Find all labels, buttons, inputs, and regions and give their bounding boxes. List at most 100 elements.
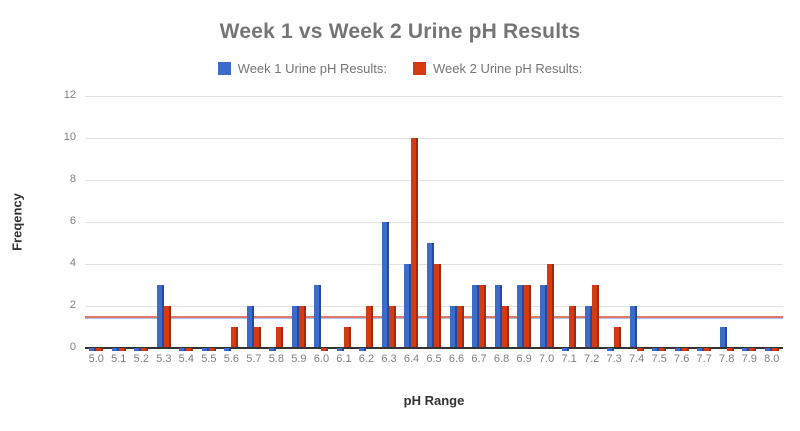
x-tick-label-6.2: 6.2 bbox=[358, 353, 375, 365]
bar-week2-7.2[interactable] bbox=[591, 285, 599, 348]
bar-week1-5.7[interactable] bbox=[246, 306, 254, 348]
bar-week2-7.4[interactable] bbox=[636, 348, 644, 351]
bar-week1-5.4[interactable] bbox=[179, 348, 187, 351]
bar-week1-5.6[interactable] bbox=[224, 348, 232, 351]
bar-week2-7.1[interactable] bbox=[569, 306, 577, 348]
y-tick-label-10: 10 bbox=[63, 131, 76, 143]
bar-week1-7.8[interactable] bbox=[719, 327, 727, 348]
bar-week1-7.6[interactable] bbox=[674, 348, 682, 351]
y-tick-label-12: 12 bbox=[63, 89, 76, 101]
bar-week2-5.7[interactable] bbox=[253, 327, 261, 348]
x-tick-label-5.6: 5.6 bbox=[223, 353, 239, 365]
bar-week1-5.2[interactable] bbox=[134, 348, 142, 351]
bar-week1-7.3[interactable] bbox=[607, 348, 615, 351]
x-tick-label-7.4: 7.4 bbox=[628, 353, 645, 365]
legend-item-week2[interactable]: Week 2 Urine pH Results: bbox=[413, 61, 582, 76]
bar-week1-6.5[interactable] bbox=[426, 243, 434, 348]
category-7.7 bbox=[693, 96, 716, 351]
category-6.4 bbox=[400, 96, 423, 348]
week2-swatch-icon bbox=[413, 62, 426, 75]
x-tick-label-6.7: 6.7 bbox=[471, 353, 487, 365]
bar-week2-6.2[interactable] bbox=[366, 306, 374, 348]
bar-week1-6.9[interactable] bbox=[517, 285, 525, 348]
bar-week2-8.0[interactable] bbox=[771, 348, 779, 351]
bar-week2-5.5[interactable] bbox=[208, 348, 216, 351]
bar-week2-6.3[interactable] bbox=[388, 306, 396, 348]
bar-week1-7.9[interactable] bbox=[742, 348, 750, 351]
bar-week2-5.2[interactable] bbox=[141, 348, 149, 351]
bar-week1-5.9[interactable] bbox=[291, 306, 299, 348]
bar-week2-5.0[interactable] bbox=[96, 348, 104, 351]
bar-week2-5.8[interactable] bbox=[276, 327, 284, 348]
bar-week1-7.0[interactable] bbox=[539, 285, 547, 348]
bar-week1-5.8[interactable] bbox=[269, 348, 277, 351]
bar-week2-6.6[interactable] bbox=[456, 306, 464, 348]
bar-week1-5.5[interactable] bbox=[201, 348, 209, 351]
bar-week1-7.7[interactable] bbox=[697, 348, 705, 351]
x-tick-label-5.3: 5.3 bbox=[156, 353, 172, 365]
category-6.2 bbox=[355, 96, 378, 351]
bar-week2-5.9[interactable] bbox=[298, 306, 306, 348]
y-tick-label-6: 6 bbox=[69, 215, 76, 227]
category-5.0 bbox=[85, 96, 108, 351]
legend: Week 1 Urine pH Results: Week 2 Urine pH… bbox=[0, 61, 800, 76]
gridline-y12 bbox=[85, 96, 783, 97]
bar-week1-5.3[interactable] bbox=[156, 285, 164, 348]
bar-week1-5.1[interactable] bbox=[111, 348, 119, 351]
x-tick-label-6.4: 6.4 bbox=[403, 353, 420, 365]
bar-week2-7.7[interactable] bbox=[704, 348, 712, 351]
bar-week2-6.9[interactable] bbox=[524, 285, 532, 348]
bar-week1-6.2[interactable] bbox=[359, 348, 367, 351]
bar-week2-7.3[interactable] bbox=[614, 327, 622, 348]
bar-week1-5.0[interactable] bbox=[89, 348, 97, 351]
x-tick-label-5.7: 5.7 bbox=[246, 353, 262, 365]
category-7.9 bbox=[738, 96, 761, 351]
week1-swatch-icon bbox=[217, 62, 231, 75]
legend-item-week1[interactable]: Week 1 Urine pH Results: bbox=[217, 61, 387, 76]
bar-week1-7.2[interactable] bbox=[584, 306, 592, 348]
bar-week1-6.4[interactable] bbox=[404, 264, 412, 348]
x-tick-label-6.1: 6.1 bbox=[336, 353, 352, 365]
bar-week1-6.3[interactable] bbox=[381, 222, 389, 348]
category-7.1 bbox=[558, 96, 581, 351]
bar-week2-5.4[interactable] bbox=[186, 348, 194, 351]
bar-week1-7.1[interactable] bbox=[562, 348, 570, 351]
bar-week2-7.5[interactable] bbox=[659, 348, 667, 351]
x-axis-tick-labels: 5.0 5.1 5.2 5.3 5.4 5.5 5.6 5.7 5.8 5.9 6.0 6.1 6.2 6… bbox=[85, 353, 783, 365]
category-7.6 bbox=[670, 96, 693, 351]
y-axis-tick-labels: 0 2 4 6 8 10 12 bbox=[0, 90, 76, 353]
bar-week2-5.3[interactable] bbox=[163, 306, 171, 348]
bar-week1-6.8[interactable] bbox=[494, 285, 502, 348]
bar-week1-6.6[interactable] bbox=[449, 306, 457, 348]
bar-week1-7.5[interactable] bbox=[652, 348, 660, 351]
x-tick-label-5.8: 5.8 bbox=[268, 353, 285, 365]
bar-week2-6.5[interactable] bbox=[433, 264, 441, 348]
bar-week2-6.4[interactable] bbox=[411, 138, 419, 348]
bar-week2-6.1[interactable] bbox=[343, 327, 351, 348]
x-tick-label-6.8: 6.8 bbox=[493, 353, 510, 365]
bar-week2-7.0[interactable] bbox=[546, 264, 554, 348]
bar-week2-6.0[interactable] bbox=[321, 348, 329, 351]
y-tick-label-2: 2 bbox=[69, 299, 76, 311]
bar-week1-8.0[interactable] bbox=[764, 348, 772, 351]
bar-week1-7.4[interactable] bbox=[629, 306, 637, 348]
x-tick-label-7.0: 7.0 bbox=[538, 353, 555, 365]
bar-week2-5.6[interactable] bbox=[231, 327, 239, 348]
bar-week2-7.6[interactable] bbox=[681, 348, 689, 351]
bar-week1-6.0[interactable] bbox=[314, 285, 322, 348]
bar-week2-7.8[interactable] bbox=[726, 348, 734, 351]
category-7.5 bbox=[648, 96, 671, 351]
x-tick-label-5.4: 5.4 bbox=[178, 353, 194, 365]
bar-week2-6.7[interactable] bbox=[479, 285, 487, 348]
gridline-y8 bbox=[85, 180, 783, 181]
category-5.5 bbox=[198, 96, 221, 351]
category-7.2 bbox=[580, 96, 603, 348]
category-5.3 bbox=[153, 96, 176, 348]
bar-week1-6.7[interactable] bbox=[472, 285, 480, 348]
category-5.1 bbox=[108, 96, 131, 351]
bar-week2-5.1[interactable] bbox=[118, 348, 126, 351]
bar-week1-6.1[interactable] bbox=[336, 348, 344, 351]
category-6.7 bbox=[468, 96, 491, 348]
bar-week2-6.8[interactable] bbox=[501, 306, 509, 348]
bar-week2-7.9[interactable] bbox=[749, 348, 757, 351]
